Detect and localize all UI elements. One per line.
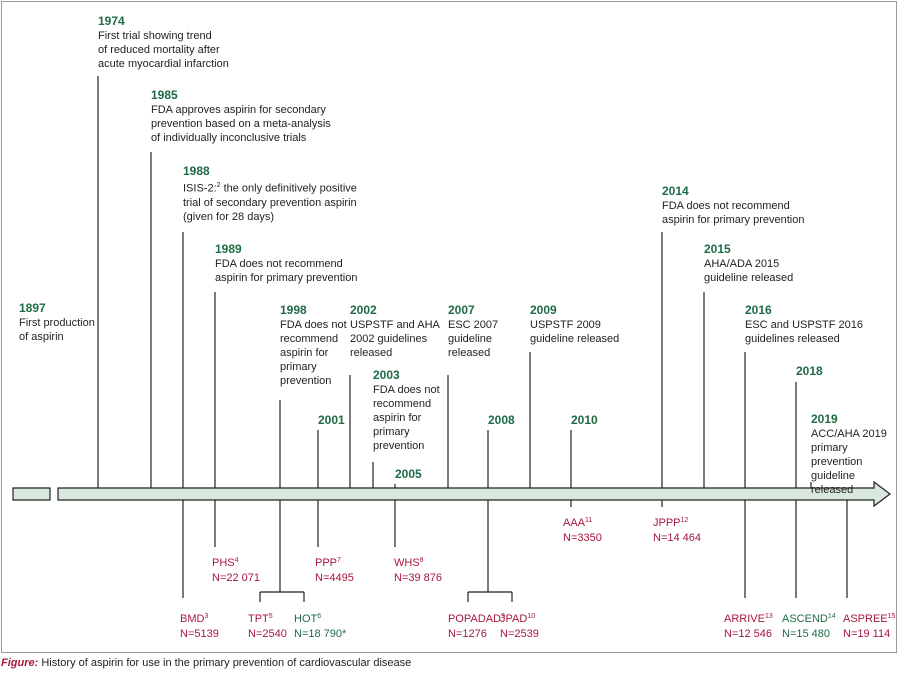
event-description-2009: USPSTF 2009 guideline released <box>530 319 620 345</box>
event-year-2009: 2009 <box>530 303 557 317</box>
event-year-1989: 1989 <box>215 242 242 256</box>
trial-reference: 15 <box>887 613 896 620</box>
trial-reference: 13 <box>764 613 773 620</box>
trial-name: POPADAD <box>448 613 501 625</box>
trial-name: PPP <box>315 557 338 569</box>
trial-sample-size: N=5139 <box>180 628 219 640</box>
event-year-2016: 2016 <box>745 303 772 317</box>
trial-name: ASCEND <box>782 613 828 625</box>
timeline-lines <box>12 76 891 602</box>
trial-name: JPAD <box>500 613 528 625</box>
trial-sample-size: N=22 071 <box>212 572 261 584</box>
trial-name: WHS <box>394 557 420 569</box>
trial-name: JPPP <box>653 517 681 529</box>
event-description-2015: AHA/ADA 2015 guideline released <box>704 258 794 284</box>
event-year-2018: 2018 <box>796 364 823 378</box>
event-year-1998: 1998 <box>280 303 307 317</box>
trial-sample-size: N=14 464 <box>653 532 702 544</box>
caption-label: Figure: <box>1 657 39 669</box>
trial-reference: 14 <box>827 613 836 620</box>
event-description-1998: FDA does not recommend aspirin for prima… <box>280 319 347 387</box>
trial-reference: 5 <box>268 613 273 620</box>
trial-reference: 11 <box>585 517 593 524</box>
trial-sample-size: N=19 114 <box>843 628 891 640</box>
trial-ppp: PPP7 N=4495 <box>315 553 354 586</box>
trial-popadad: POPADAD9 N=1276 <box>448 609 505 642</box>
event-description-1897: First production of aspirin <box>19 317 95 343</box>
trial-name: TPT <box>248 613 269 625</box>
trial-reference: 9 <box>500 613 505 620</box>
trial-reference: 12 <box>680 517 689 524</box>
trial-name: ARRIVE <box>724 613 765 625</box>
timeline-arrow <box>57 480 891 508</box>
timeline-arrow-start <box>12 487 51 501</box>
trial-reference: 4 <box>234 557 239 564</box>
event-description-2016: ESC and USPSTF 2016 guidelines released <box>745 319 864 345</box>
event-year-1988: 1988 <box>183 164 210 178</box>
trial-ascend: ASCEND14 N=15 480 <box>782 609 836 642</box>
event-year-2008: 2008 <box>488 413 515 427</box>
trial-sample-size: N=1276 <box>448 628 487 640</box>
event-year-2010: 2010 <box>571 413 598 427</box>
event-description-2003: FDA does not recommend aspirin for prima… <box>373 384 440 452</box>
event-description-1989: FDA does not recommend aspirin for prima… <box>215 258 358 284</box>
event-description-2007: ESC 2007 guideline released <box>448 319 499 359</box>
trial-sample-size: N=2539 <box>500 628 539 640</box>
event-description-1985: FDA approves aspirin for secondary preve… <box>151 104 331 144</box>
trial-sample-size: N=18 790* <box>294 628 347 640</box>
trial-bmd: BMD3 N=5139 <box>180 609 219 642</box>
trial-sample-size: N=3350 <box>563 532 602 544</box>
event-year-2005: 2005 <box>395 467 422 481</box>
trial-jpad: JPAD10 N=2539 <box>500 609 539 642</box>
trial-name: AAA <box>563 517 586 529</box>
event-year-1897: 1897 <box>19 301 46 315</box>
trial-reference: 6 <box>317 613 322 620</box>
event-year-1974: 1974 <box>98 14 125 28</box>
trial-name: HOT <box>294 613 318 625</box>
event-year-2019: 2019 <box>811 412 838 426</box>
event-description-2002: USPSTF and AHA 2002 guidelines released <box>350 319 440 359</box>
trial-hot: HOT6 N=18 790* <box>294 609 346 642</box>
event-year-1985: 1985 <box>151 88 178 102</box>
event-year-2001: 2001 <box>318 413 345 427</box>
trial-reference: 3 <box>204 613 209 620</box>
trial-jppp: JPPP12 N=14 464 <box>653 513 701 546</box>
event-description-prefix: ISIS-2: <box>183 182 217 195</box>
trial-sample-size: N=4495 <box>315 572 354 584</box>
event-description-text: the only definitively positive trial of … <box>183 182 357 223</box>
trial-reference: 7 <box>337 557 341 564</box>
event-year-2014: 2014 <box>662 184 689 198</box>
figure-caption: Figure: History of aspirin for use in th… <box>1 657 411 669</box>
trial-reference: 10 <box>527 613 536 620</box>
event-description-2019: ACC/AHA 2019 primary prevention guidelin… <box>811 428 887 496</box>
trial-arrive: ARRIVE13 N=12 546 <box>724 609 773 642</box>
event-year-2003: 2003 <box>373 368 400 382</box>
trial-reference: 8 <box>419 557 424 564</box>
trial-sample-size: N=15 480 <box>782 628 831 640</box>
trial-whs: WHS8 N=39 876 <box>394 553 442 586</box>
trial-aspree: ASPREE15 N=19 114 <box>843 609 895 642</box>
event-description-1974: First trial showing trend of reduced mor… <box>98 30 229 70</box>
trial-name: ASPREE <box>843 613 888 625</box>
event-description-1988: ISIS-2:2 the only definitively positive … <box>183 179 357 224</box>
trial-aaa: AAA11 N=3350 <box>563 513 602 546</box>
trial-sample-size: N=39 876 <box>394 572 443 584</box>
event-reference: 2 <box>216 182 221 189</box>
trial-name: BMD <box>180 613 205 625</box>
figure-frame: 1897 First production of aspirin 1974 First… <box>1 1 897 653</box>
trial-name: PHS <box>212 557 235 569</box>
caption-text: History of aspirin for use in the primar… <box>41 657 412 669</box>
event-year-2015: 2015 <box>704 242 731 256</box>
trial-tpt: TPT5 N=2540 <box>248 609 287 642</box>
event-year-2007: 2007 <box>448 303 475 317</box>
trial-sample-size: N=2540 <box>248 628 287 640</box>
trial-sample-size: N=12 546 <box>724 628 773 640</box>
event-year-2002: 2002 <box>350 303 377 317</box>
event-description-2014: FDA does not recommend aspirin for prima… <box>662 200 805 226</box>
trial-phs: PHS4 N=22 071 <box>212 553 260 586</box>
